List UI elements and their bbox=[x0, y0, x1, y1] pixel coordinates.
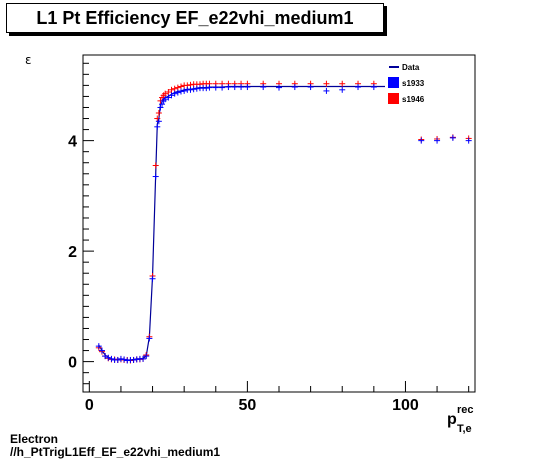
point-s1933 bbox=[133, 356, 140, 363]
point-s1933 bbox=[165, 94, 172, 101]
point-s1933 bbox=[323, 87, 330, 94]
y-axis-label: ε bbox=[25, 53, 32, 67]
point-s1933 bbox=[181, 87, 188, 94]
point-s1933 bbox=[121, 356, 128, 363]
point-s1946 bbox=[152, 162, 159, 169]
x-tick-label: 50 bbox=[238, 397, 256, 414]
x-axis-label: p bbox=[447, 411, 457, 428]
point-s1933 bbox=[117, 355, 124, 362]
point-s1933 bbox=[130, 356, 137, 363]
y-tick-label: 4 bbox=[68, 134, 77, 151]
point-s1933 bbox=[193, 85, 200, 92]
point-s1933 bbox=[449, 134, 456, 141]
point-s1933 bbox=[291, 84, 298, 91]
point-s1933 bbox=[203, 85, 210, 92]
point-s1933 bbox=[418, 137, 425, 144]
point-s1933 bbox=[212, 84, 219, 91]
point-s1933 bbox=[108, 355, 115, 362]
footer-label-category: Electron bbox=[10, 432, 59, 446]
x-axis-label-subscript: T,e bbox=[457, 423, 472, 435]
point-s1933 bbox=[168, 92, 175, 99]
point-s1933 bbox=[159, 101, 166, 108]
point-s1933 bbox=[171, 90, 178, 97]
legend-label-s1933: s1933 bbox=[402, 79, 425, 88]
legend-swatch-s1946 bbox=[388, 93, 399, 104]
point-s1933 bbox=[206, 84, 213, 91]
point-s1933 bbox=[146, 335, 153, 342]
point-s1933 bbox=[157, 104, 164, 111]
point-s1933 bbox=[244, 84, 251, 91]
point-s1933 bbox=[370, 84, 377, 91]
point-s1933 bbox=[355, 84, 362, 91]
point-s1933 bbox=[105, 354, 112, 361]
point-s1933 bbox=[238, 84, 245, 91]
x-tick-label: 100 bbox=[392, 397, 419, 414]
point-s1933 bbox=[178, 88, 184, 95]
point-s1933 bbox=[339, 86, 346, 93]
point-s1933 bbox=[152, 173, 159, 180]
point-s1933 bbox=[225, 84, 232, 91]
point-s1933 bbox=[114, 356, 121, 363]
point-s1933 bbox=[95, 343, 102, 350]
point-s1933 bbox=[98, 347, 105, 354]
chart-title: L1 Pt Efficiency EF_e22vhi_medium1 bbox=[36, 8, 354, 28]
point-s1946 bbox=[155, 110, 162, 117]
point-s1933 bbox=[155, 118, 162, 125]
legend-box bbox=[385, 57, 473, 109]
series-data-line bbox=[98, 85, 469, 361]
footer-label-histogram-path: //h_PtTrigL1Eff_EF_e22vhi_medium1 bbox=[10, 445, 221, 459]
legend-label-data: Data bbox=[402, 63, 420, 72]
point-s1946 bbox=[339, 80, 346, 87]
point-s1933 bbox=[260, 84, 267, 91]
x-axis-label-superscript: rec bbox=[457, 404, 474, 416]
point-s1933 bbox=[162, 96, 169, 103]
point-s1946 bbox=[162, 90, 169, 97]
legend: Data s1933 s1946 bbox=[385, 57, 473, 109]
point-s1946 bbox=[165, 89, 172, 96]
point-s1933 bbox=[102, 353, 109, 360]
point-s1933 bbox=[174, 89, 181, 96]
point-s1933 bbox=[307, 84, 314, 91]
point-s1933 bbox=[276, 84, 282, 91]
y-tick-label: 0 bbox=[68, 355, 77, 372]
y-tick-label: 2 bbox=[68, 244, 77, 261]
chart-title-box: L1 Pt Efficiency EF_e22vhi_medium1 bbox=[6, 3, 384, 33]
point-s1933 bbox=[434, 137, 441, 144]
point-s1933 bbox=[231, 84, 238, 91]
point-s1933 bbox=[219, 84, 226, 91]
point-s1946 bbox=[168, 86, 175, 93]
point-s1933 bbox=[190, 86, 197, 93]
point-s1933 bbox=[187, 86, 194, 93]
x-tick-label: 0 bbox=[85, 397, 94, 414]
point-s1933 bbox=[154, 123, 161, 130]
point-s1933 bbox=[149, 275, 156, 282]
legend-swatch-s1933 bbox=[388, 77, 399, 88]
point-s1933 bbox=[124, 357, 131, 364]
series-layer bbox=[95, 80, 472, 364]
legend-label-s1946: s1946 bbox=[402, 95, 425, 104]
point-s1933 bbox=[465, 137, 472, 144]
point-s1933 bbox=[143, 353, 150, 360]
point-s1933 bbox=[140, 355, 147, 362]
point-s1946 bbox=[323, 80, 330, 87]
